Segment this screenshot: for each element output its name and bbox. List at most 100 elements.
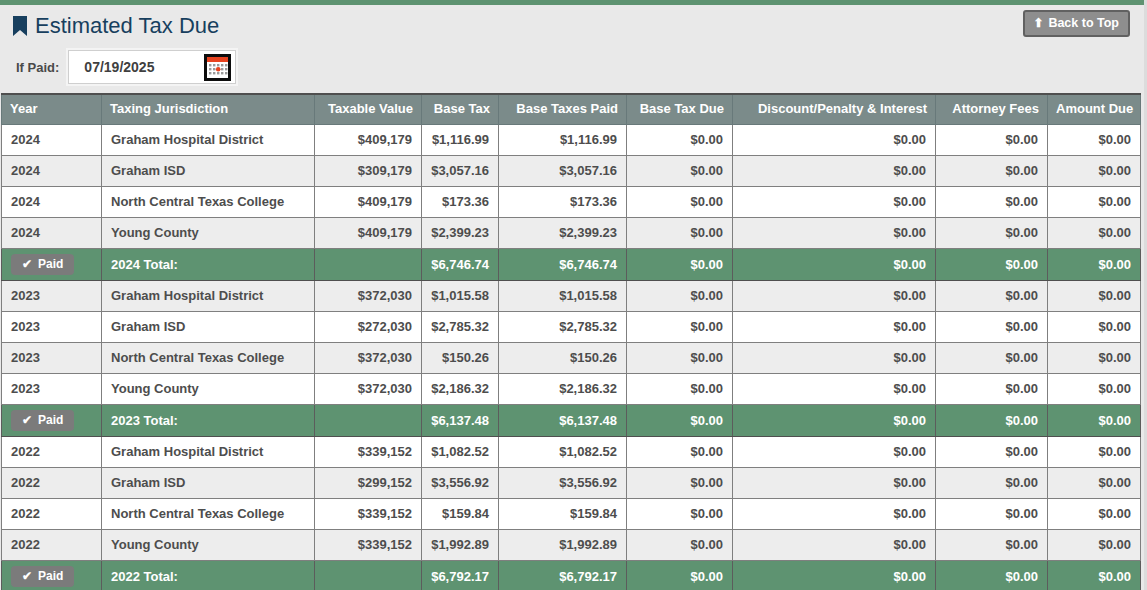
- table-cell: $1,116.99: [422, 124, 499, 155]
- bookmark-icon: [12, 16, 28, 37]
- back-to-top-button[interactable]: ⬆ Back to Top: [1023, 10, 1130, 37]
- if-paid-row: If Paid:: [16, 50, 1147, 84]
- table-cell: [315, 404, 422, 436]
- paid-badge: ✔ Paid: [11, 566, 74, 587]
- date-field-wrap: [68, 50, 236, 84]
- table-cell: $6,137.48: [422, 404, 499, 436]
- table-cell: $0.00: [627, 186, 733, 217]
- page-title: Estimated Tax Due: [12, 13, 1135, 39]
- column-header: Base Taxes Paid: [499, 94, 627, 124]
- page-title-text: Estimated Tax Due: [35, 13, 219, 39]
- table-cell: $2,399.23: [499, 217, 627, 248]
- table-row: 2023North Central Texas College$372,030$…: [2, 342, 1141, 373]
- table-cell: Young County: [102, 373, 315, 404]
- table-cell: $3,057.16: [422, 155, 499, 186]
- table-cell: $409,179: [315, 217, 422, 248]
- table-cell: $299,152: [315, 467, 422, 498]
- check-icon: ✔: [22, 570, 32, 583]
- table-cell: $0.00: [1048, 311, 1141, 342]
- column-header: Year: [2, 94, 102, 124]
- table-cell: Graham ISD: [102, 311, 315, 342]
- table-cell: Graham Hospital District: [102, 436, 315, 467]
- table-cell: $6,792.17: [422, 560, 499, 590]
- table-cell: $173.36: [422, 186, 499, 217]
- table-cell: North Central Texas College: [102, 498, 315, 529]
- total-row: ✔Paid2022 Total:$6,792.17$6,792.17$0.00$…: [2, 560, 1141, 590]
- table-cell: $0.00: [936, 311, 1048, 342]
- table-row: 2023Graham Hospital District$372,030$1,0…: [2, 280, 1141, 311]
- table-cell: North Central Texas College: [102, 186, 315, 217]
- table-cell: $6,746.74: [422, 248, 499, 280]
- table-cell: $3,057.16: [499, 155, 627, 186]
- table-cell: $0.00: [627, 248, 733, 280]
- table-cell: $0.00: [1048, 560, 1141, 590]
- estimated-tax-table: YearTaxing JurisdictionTaxable ValueBase…: [1, 93, 1141, 590]
- table-cell: $0.00: [1048, 436, 1141, 467]
- table-cell: Young County: [102, 529, 315, 560]
- table-cell: $1,015.58: [499, 280, 627, 311]
- table-cell: $1,082.52: [499, 436, 627, 467]
- check-icon: ✔: [22, 414, 32, 427]
- table-row: 2024North Central Texas College$409,179$…: [2, 186, 1141, 217]
- table-cell: $1,015.58: [422, 280, 499, 311]
- table-cell: $159.84: [499, 498, 627, 529]
- table-cell: $0.00: [733, 217, 936, 248]
- table-cell: $0.00: [1048, 186, 1141, 217]
- table-cell: $0.00: [733, 467, 936, 498]
- table-cell: $0.00: [1048, 248, 1141, 280]
- table-cell: $0.00: [1048, 498, 1141, 529]
- table-cell: $339,152: [315, 436, 422, 467]
- table-cell: 2024: [2, 217, 102, 248]
- up-arrow-icon: ⬆: [1033, 16, 1043, 30]
- paid-badge-cell: ✔Paid: [2, 404, 102, 436]
- table-cell: 2024 Total:: [102, 248, 315, 280]
- paid-badge-cell: ✔Paid: [2, 248, 102, 280]
- table-cell: 2022 Total:: [102, 560, 315, 590]
- table-cell: $0.00: [733, 248, 936, 280]
- table-cell: $0.00: [733, 311, 936, 342]
- table-cell: $0.00: [1048, 155, 1141, 186]
- table-cell: $0.00: [1048, 342, 1141, 373]
- table-cell: $0.00: [627, 311, 733, 342]
- table-cell: $0.00: [1048, 217, 1141, 248]
- table-row: 2024Young County$409,179$2,399.23$2,399.…: [2, 217, 1141, 248]
- table-cell: $150.26: [499, 342, 627, 373]
- table-cell: 2022: [2, 498, 102, 529]
- table-cell: Graham ISD: [102, 467, 315, 498]
- table-cell: $0.00: [936, 342, 1048, 373]
- table-cell: $339,152: [315, 498, 422, 529]
- if-paid-date-input[interactable]: [69, 58, 187, 76]
- paid-badge: ✔Paid: [11, 254, 74, 275]
- table-row: 2022Graham ISD$299,152$3,556.92$3,556.92…: [2, 467, 1141, 498]
- total-row: ✔Paid2023 Total:$6,137.48$6,137.48$0.00$…: [2, 404, 1141, 436]
- column-header: Base Tax Due: [627, 94, 733, 124]
- table-row: 2022Young County$339,152$1,992.89$1,992.…: [2, 529, 1141, 560]
- table-cell: $0.00: [733, 155, 936, 186]
- paid-badge-label: Paid: [38, 570, 63, 583]
- back-to-top-label: Back to Top: [1048, 16, 1119, 30]
- table-cell: 2024: [2, 124, 102, 155]
- calendar-button[interactable]: [204, 54, 231, 81]
- table-cell: $0.00: [936, 280, 1048, 311]
- table-cell: $0.00: [733, 186, 936, 217]
- table-cell: $0.00: [627, 124, 733, 155]
- table-cell: $2,399.23: [422, 217, 499, 248]
- table-cell: $0.00: [733, 280, 936, 311]
- table-cell: $0.00: [627, 467, 733, 498]
- table-cell: $0.00: [627, 373, 733, 404]
- table-cell: $2,186.32: [422, 373, 499, 404]
- table-cell: Graham Hospital District: [102, 280, 315, 311]
- table-cell: $0.00: [1048, 373, 1141, 404]
- table-cell: $409,179: [315, 124, 422, 155]
- table-cell: Graham Hospital District: [102, 124, 315, 155]
- table-cell: 2022: [2, 529, 102, 560]
- table-row: 2024Graham Hospital District$409,179$1,1…: [2, 124, 1141, 155]
- table-cell: $6,746.74: [499, 248, 627, 280]
- table-cell: $0.00: [1048, 467, 1141, 498]
- table-cell: $3,556.92: [422, 467, 499, 498]
- table-cell: $0.00: [1048, 124, 1141, 155]
- total-row: ✔Paid2024 Total:$6,746.74$6,746.74$0.00$…: [2, 248, 1141, 280]
- calendar-icon: [204, 69, 231, 84]
- table-cell: $0.00: [733, 373, 936, 404]
- table-cell: $0.00: [936, 124, 1048, 155]
